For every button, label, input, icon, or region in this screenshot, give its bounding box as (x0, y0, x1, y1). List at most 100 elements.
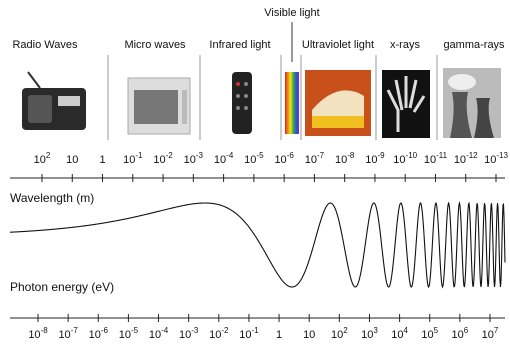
tick-label: 1 (99, 154, 105, 166)
tanning-bed-image (305, 70, 371, 136)
microwave-image (128, 78, 190, 134)
tick-label: 10-2 (209, 326, 229, 341)
spectrum-diagram: Visible light (0, 0, 510, 344)
tick-label: 10-13 (484, 151, 508, 166)
tick-exponent: -3 (191, 326, 199, 335)
tick-label: 10-9 (365, 151, 385, 166)
wave (10, 203, 505, 287)
tick-base: 10 (305, 154, 317, 166)
tick-base: 10 (123, 154, 135, 166)
tick-label: 10-4 (149, 326, 169, 341)
tick-exponent: -5 (131, 326, 139, 335)
tick-base: 10 (89, 329, 101, 341)
tick-exponent: -10 (406, 151, 418, 160)
tick-base: 10 (244, 154, 256, 166)
band-label: Radio Waves (12, 39, 78, 51)
tick-label: 10-3 (179, 326, 199, 341)
tick-exponent: -12 (466, 151, 478, 160)
tick-label: 10-7 (58, 326, 78, 341)
tick-label: 10-3 (184, 151, 204, 166)
visible-spectrum (285, 72, 299, 134)
tick-exponent: -8 (347, 151, 355, 160)
tick-exponent: -5 (256, 151, 264, 160)
tick-exponent: 4 (403, 326, 408, 335)
tick-label: 107 (482, 326, 499, 341)
tick-label: 102 (34, 151, 51, 166)
tick-exponent: -4 (161, 326, 169, 335)
band-label: Ultraviolet light (302, 39, 374, 51)
tick-label: 10-4 (214, 151, 234, 166)
wavelength-label: Wavelength (m) (10, 191, 94, 205)
tick-base: 10 (184, 154, 196, 166)
tick-label: 10-6 (89, 326, 109, 341)
band-label: gamma-rays (443, 39, 505, 51)
tick-exponent: -9 (377, 151, 385, 160)
tick-label: 10-11 (424, 151, 448, 166)
tick-base: 10 (303, 329, 315, 341)
tick-exponent: -11 (436, 151, 448, 160)
tick-exponent: 7 (494, 326, 499, 335)
tick-exponent: -2 (166, 151, 174, 160)
tick-label: 10-1 (123, 151, 143, 166)
tick-exponent: -3 (196, 151, 204, 160)
tick-exponent: -7 (317, 151, 325, 160)
tick-exponent: 5 (434, 326, 439, 335)
tick-base: 10 (58, 329, 70, 341)
tick-exponent: -4 (226, 151, 234, 160)
tick-base: 10 (421, 329, 433, 341)
tick-exponent: -6 (101, 326, 109, 335)
tick-label: 10-6 (274, 151, 294, 166)
tick-exponent: -1 (251, 326, 259, 335)
tick-base: 10 (454, 154, 466, 166)
tick-base: 10 (239, 329, 251, 341)
tick-label: 10-8 (28, 326, 48, 341)
tick-label: 10-10 (393, 151, 417, 166)
tick-label: 1 (276, 329, 282, 341)
tick-base: 1 (276, 329, 282, 341)
tick-base: 10 (335, 154, 347, 166)
tick-base: 10 (393, 154, 405, 166)
remote-image (232, 72, 252, 134)
tick-label: 10-1 (239, 326, 259, 341)
band-label: Micro waves (124, 39, 186, 51)
tick-label: 106 (452, 326, 469, 341)
tick-label: 10 (303, 329, 315, 341)
tick-exponent: -2 (221, 326, 229, 335)
tick-label: 105 (421, 326, 438, 341)
tick-base: 10 (482, 329, 494, 341)
tick-base: 1 (99, 154, 105, 166)
gamma-image (443, 68, 501, 138)
tick-exponent: -8 (41, 326, 49, 335)
tick-base: 10 (153, 154, 165, 166)
tick-exponent: 2 (46, 151, 51, 160)
tick-label: 10-5 (119, 326, 139, 341)
tick-exponent: -1 (135, 151, 143, 160)
tick-base: 10 (66, 154, 78, 166)
tick-exponent: -6 (287, 151, 295, 160)
tick-exponent: -7 (71, 326, 79, 335)
tick-label: 10-12 (454, 151, 478, 166)
tick-base: 10 (28, 329, 40, 341)
tick-base: 10 (391, 329, 403, 341)
tick-label: 10-8 (335, 151, 355, 166)
tick-label: 10-5 (244, 151, 264, 166)
tick-exponent: 2 (343, 326, 348, 335)
radio-image (22, 72, 86, 130)
tick-base: 10 (331, 329, 343, 341)
tick-label: 103 (361, 326, 378, 341)
tick-base: 10 (361, 329, 373, 341)
tick-label: 10 (66, 154, 78, 166)
tick-base: 10 (149, 329, 161, 341)
tick-exponent: 6 (464, 326, 469, 335)
tick-base: 10 (179, 329, 191, 341)
band-label: Infrared light (209, 39, 270, 51)
tick-label: 10-7 (305, 151, 325, 166)
energy-label: Photon energy (eV) (10, 280, 114, 294)
visible-label: Visible light (264, 7, 319, 19)
tick-base: 10 (34, 154, 46, 166)
tick-base: 10 (209, 329, 221, 341)
tick-base: 10 (119, 329, 131, 341)
tick-base: 10 (274, 154, 286, 166)
tick-base: 10 (365, 154, 377, 166)
tick-base: 10 (484, 154, 496, 166)
